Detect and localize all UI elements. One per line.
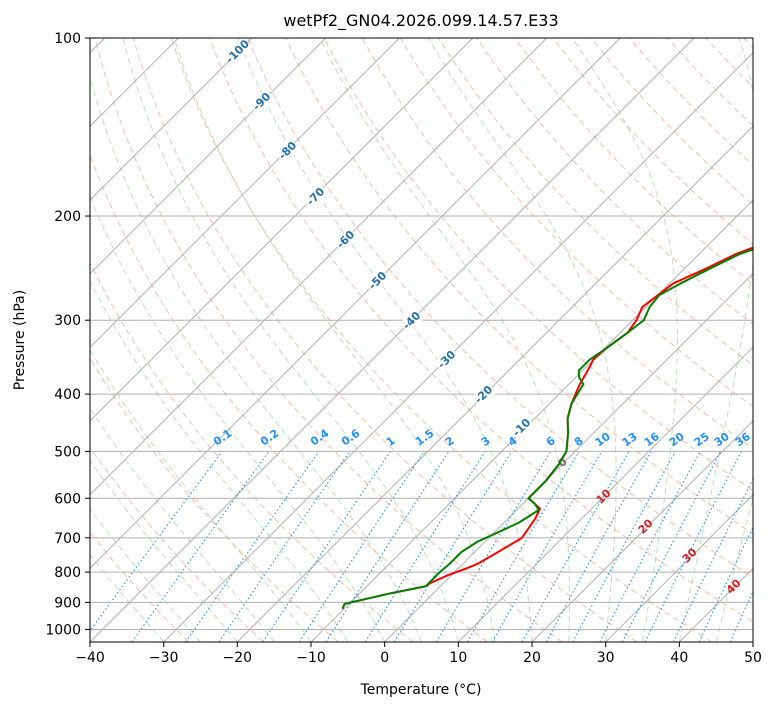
y-tick-label: 600 [54,491,81,507]
moist-adiabat-line [319,38,571,642]
x-tick-label: −30 [149,650,179,666]
moist-adiabat-line [90,554,165,642]
mixing-ratio-line [325,451,450,642]
dry-adiabat-line [514,38,753,285]
chart-title: wetPf2_GN04.2026.099.14.57.E33 [283,11,558,31]
dry-adiabat-line [170,38,712,642]
mixing-ratio-line [218,451,351,642]
dry-adiabat-line [285,38,753,535]
moist-adiabat-line [427,38,617,642]
dry-adiabats [90,38,753,642]
x-tick-label: −40 [75,650,105,666]
plot-area: -100-90-80-70-60-50-40-30-20-100.1 0.2 0.4… [90,38,753,642]
x-axis: −40 −30 −20 −10 0 10 20 30 40 50 [75,642,762,666]
y-tick-label: 100 [54,31,81,47]
x-tick-label: 20 [523,650,541,666]
y-tick-label: 500 [54,444,81,460]
temperature-line [341,246,753,610]
x-axis-label: Temperature (°C) [360,682,482,698]
isotherms [90,38,753,642]
dry-adiabat-line [132,38,638,642]
dry-adiabat-line [90,357,339,642]
mixing-ratio-line [185,451,320,642]
moist-adiabat-line [122,38,459,642]
isotherm-line [457,346,753,642]
y-tick-label: 300 [54,313,81,329]
isotherm-line [90,38,621,570]
y-tick-label: 700 [54,531,81,547]
plot-frame [89,37,754,643]
moist-adiabat-line [715,497,753,642]
dry-adiabat-label-bg [275,138,301,164]
mixing-ratio-line [621,451,722,642]
mixing-ratio-line [572,451,677,642]
dewpoint-line [341,248,753,610]
isotherm-line [752,641,753,642]
x-tick-label: −20 [223,650,253,666]
x-tick-label: 30 [597,650,615,666]
isotherm-line [531,420,753,642]
dry-adiabat-line [247,38,753,578]
mixing-ratio-line [521,451,630,642]
isotherm-line [384,272,753,642]
dry-adiabat-label-bg [399,308,425,334]
y-axis: 1000 900 800 700 600 500 400 300 200 100 [45,31,90,638]
moist-adiabat-line [90,508,201,642]
x-tick-label: 10 [449,650,467,666]
isotherm-line [90,38,548,496]
dry-adiabat-line [209,38,753,623]
y-axis-label: Pressure (hPa) [12,290,28,390]
mixing-ratio-line [131,451,270,642]
dry-adiabat-label-bg [509,415,535,441]
x-tick-label: −10 [296,650,326,666]
moist-adiabat-line [90,194,386,642]
isotherm-line [310,199,753,642]
y-tick-label: 800 [54,565,81,581]
dry-adiabat-line [323,38,753,492]
moist-adiabat-line [90,407,275,642]
mixing-ratio-lines [90,451,753,642]
dry-adiabat-line [90,261,414,642]
isotherm-line [90,38,695,642]
sounding-series [341,246,753,610]
mixing-ratio-line [262,451,391,642]
dry-adiabat-label-bg [434,347,460,373]
x-tick-label: 40 [670,650,688,666]
dry-adiabat-label-bg [225,39,251,65]
isotherm-line [605,493,753,642]
mixing-ratio-line [393,451,513,642]
mixing-ratio-line [545,451,652,642]
moist-adiabat-line [90,459,238,642]
mixing-ratio-line [298,451,425,642]
isotherm-line [90,38,253,201]
dry-adiabat-label-bg [471,382,497,408]
mixing-ratio-line [644,451,742,642]
isotherm-line [163,51,753,642]
isotherm-line [90,38,400,349]
y-tick-label: 200 [54,209,81,225]
dry-adiabat-label-bg [303,184,329,210]
y-tick-label: 900 [54,595,81,611]
isotherm-line [90,38,474,422]
moist-adiabat-line [90,74,422,642]
moist-adiabat-line [678,38,753,642]
y-tick-label: 400 [54,387,81,403]
x-tick-label: 0 [380,650,389,666]
moist-adiabat-line [173,38,496,642]
dry-adiabat-label-bg [333,227,359,253]
x-tick-label: 50 [744,650,762,666]
dry-adiabat-label-bg [365,268,391,294]
isotherm-line [90,38,327,275]
dry-adiabat-label-bg [249,89,275,115]
isotherm-line [236,125,753,642]
plot-background [90,38,753,642]
dry-adiabat-line [90,446,264,642]
moist-adiabat-line [237,38,533,642]
y-tick-label: 1000 [45,622,81,638]
dry-adiabat-line [476,38,753,326]
dry-adiabat-line [94,38,563,642]
mixing-ratio-line [90,451,223,632]
